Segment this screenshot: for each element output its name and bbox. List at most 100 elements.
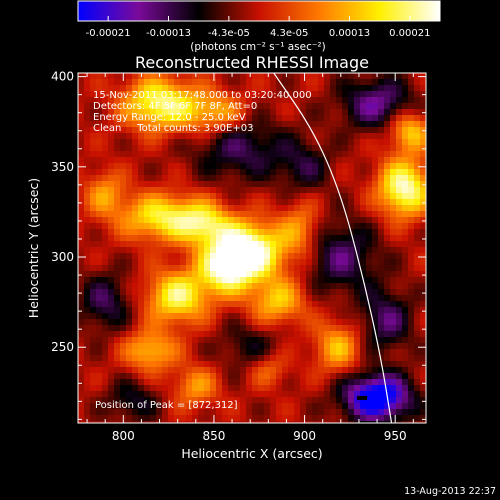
heatmap-cell (180, 241, 187, 248)
heatmap-cell (78, 409, 85, 416)
heatmap-cell (402, 271, 409, 278)
heatmap-cell (132, 163, 139, 170)
heatmap-cell (162, 403, 169, 410)
heatmap-cell (162, 181, 169, 188)
heatmap-cell (120, 253, 127, 260)
heatmap-cell (114, 367, 121, 374)
heatmap-cell (300, 79, 307, 86)
heatmap-cell (270, 127, 277, 134)
heatmap-cell (78, 103, 85, 110)
heatmap-cell (192, 133, 199, 140)
heatmap-cell (228, 175, 235, 182)
heatmap-cell (420, 115, 426, 122)
heatmap-cell (126, 259, 133, 266)
heatmap-cell (396, 337, 403, 344)
heatmap-cell (330, 127, 337, 134)
heatmap-cell (408, 361, 415, 368)
heatmap-cell (354, 373, 361, 380)
heatmap-cell (96, 397, 103, 404)
heatmap-cell (216, 199, 223, 206)
heatmap-cell (282, 361, 289, 368)
heatmap-cell (180, 253, 187, 260)
heatmap-cell (258, 331, 265, 338)
heatmap-cell (402, 211, 409, 218)
heatmap-cell (144, 199, 151, 206)
heatmap-cell (192, 109, 199, 116)
heatmap-cell (102, 247, 109, 254)
heatmap-cell (258, 145, 265, 152)
heatmap-cell (150, 115, 157, 122)
heatmap-cell (282, 367, 289, 374)
heatmap-cell (240, 73, 247, 80)
heatmap-cell (258, 319, 265, 326)
heatmap-cell (312, 91, 319, 98)
heatmap-cell (156, 349, 163, 356)
heatmap-cell (150, 175, 157, 182)
heatmap-cell (348, 127, 355, 134)
heatmap-cell (366, 379, 373, 386)
heatmap-cell (198, 343, 205, 350)
heatmap-cell (324, 199, 331, 206)
heatmap-cell (144, 91, 151, 98)
heatmap-cell (234, 343, 241, 350)
heatmap-cell (132, 127, 139, 134)
heatmap-cell (210, 325, 217, 332)
heatmap-cell (138, 133, 145, 140)
heatmap-cell (102, 415, 109, 422)
heatmap-cell (156, 85, 163, 92)
heatmap-cell (156, 277, 163, 284)
heatmap-cell (228, 79, 235, 86)
heatmap-cell (300, 121, 307, 128)
heatmap-cell (246, 97, 253, 104)
heatmap-cell (402, 175, 409, 182)
heatmap-cell (198, 367, 205, 374)
heatmap-cell (192, 355, 199, 362)
heatmap-cell (312, 307, 319, 314)
heatmap-cell (114, 175, 121, 182)
heatmap-cell (354, 157, 361, 164)
heatmap-cell (102, 253, 109, 260)
heatmap-cell (138, 145, 145, 152)
heatmap-cell (354, 103, 361, 110)
heatmap-cell (288, 319, 295, 326)
heatmap-cell (378, 199, 385, 206)
heatmap-cell (348, 391, 355, 398)
heatmap-cell (168, 373, 175, 380)
heatmap-cell (252, 91, 259, 98)
heatmap-cell (342, 361, 349, 368)
heatmap-cell (288, 403, 295, 410)
heatmap-cell (264, 253, 271, 260)
heatmap-cell (246, 145, 253, 152)
heatmap-cell (222, 235, 229, 242)
heatmap-cell (312, 367, 319, 374)
heatmap-cell (126, 235, 133, 242)
heatmap-cell (108, 91, 115, 98)
heatmap-cell (270, 265, 277, 272)
heatmap-cell (144, 145, 151, 152)
heatmap-cell (156, 181, 163, 188)
heatmap-cell (270, 211, 277, 218)
heatmap-cell (270, 115, 277, 122)
heatmap-cell (366, 145, 373, 152)
heatmap-cell (276, 409, 283, 416)
heatmap-cell (204, 391, 211, 398)
heatmap-cell (342, 127, 349, 134)
heatmap-cell (378, 127, 385, 134)
heatmap-cell (228, 97, 235, 104)
heatmap-cell (264, 289, 271, 296)
heatmap-cell (282, 223, 289, 230)
heatmap-cell (174, 367, 181, 374)
heatmap-cell (306, 313, 313, 320)
heatmap-cell (78, 325, 85, 332)
heatmap-cell (234, 235, 241, 242)
heatmap-cell (282, 343, 289, 350)
heatmap-cell (180, 223, 187, 230)
heatmap-cell (84, 313, 91, 320)
heatmap-cell (228, 109, 235, 116)
heatmap-cell (96, 289, 103, 296)
heatmap-cell (96, 253, 103, 260)
heatmap-cell (258, 103, 265, 110)
heatmap-cell (168, 385, 175, 392)
heatmap-cell (258, 163, 265, 170)
heatmap-cell (90, 415, 97, 422)
